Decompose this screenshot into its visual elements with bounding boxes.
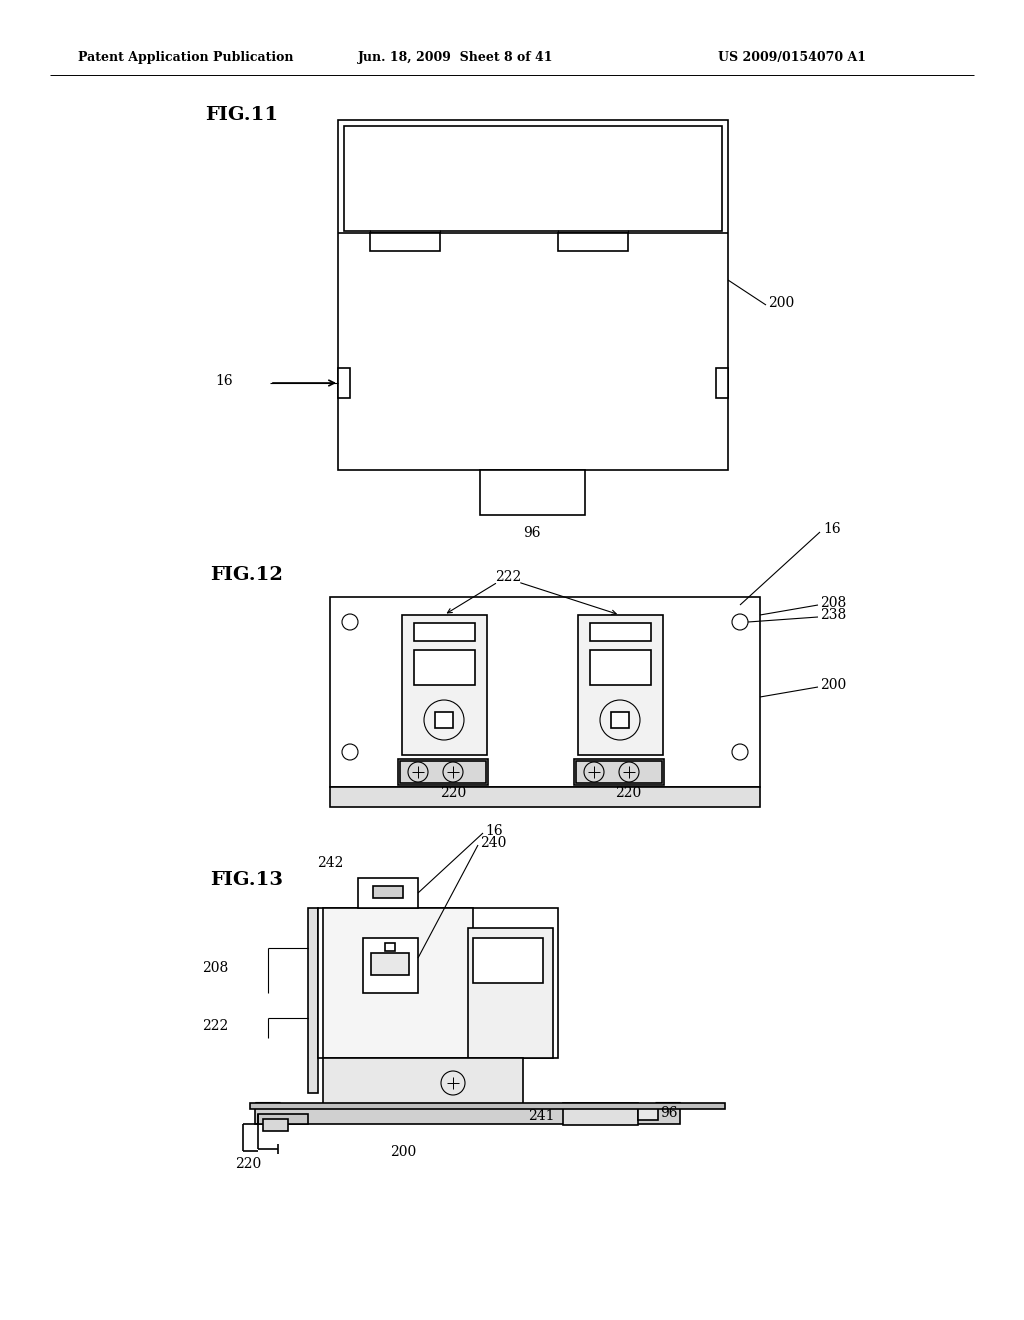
Text: US 2009/0154070 A1: US 2009/0154070 A1 — [718, 51, 866, 65]
Bar — [330, 787, 760, 807]
Bar — [323, 1059, 523, 1107]
Bar — [323, 908, 473, 1059]
Bar — [338, 368, 350, 399]
Bar — [398, 759, 488, 785]
Text: 200: 200 — [768, 296, 795, 310]
Bar — [250, 1104, 725, 1109]
Bar — [308, 908, 318, 1093]
Text: 240: 240 — [480, 836, 507, 850]
Bar — [473, 939, 543, 983]
Bar — [611, 711, 629, 729]
Bar — [435, 711, 453, 729]
Bar — [255, 1107, 680, 1125]
Text: 200: 200 — [820, 678, 846, 692]
Bar — [414, 649, 475, 685]
Bar — [370, 234, 440, 251]
Text: 220: 220 — [615, 785, 641, 800]
Text: 242: 242 — [316, 855, 343, 870]
Bar — [716, 368, 728, 399]
Bar — [338, 120, 728, 470]
Text: 238: 238 — [820, 609, 846, 622]
Bar — [638, 1107, 658, 1119]
Bar — [563, 1104, 638, 1125]
Text: FIG.11: FIG.11 — [205, 106, 279, 124]
Text: 220: 220 — [440, 785, 466, 800]
Bar — [590, 623, 651, 642]
Text: 220: 220 — [234, 1158, 261, 1171]
Bar — [344, 125, 722, 231]
Text: FIG.12: FIG.12 — [210, 566, 283, 583]
Text: 208: 208 — [820, 597, 846, 610]
Bar — [590, 649, 651, 685]
Text: 200: 200 — [390, 1144, 416, 1159]
Bar — [358, 878, 418, 908]
Bar — [402, 615, 487, 755]
Text: 16: 16 — [823, 521, 841, 536]
Bar — [400, 762, 486, 783]
Bar — [385, 942, 395, 950]
Bar — [362, 939, 418, 993]
Text: 16: 16 — [485, 824, 503, 838]
Text: Patent Application Publication: Patent Application Publication — [78, 51, 294, 65]
Text: 222: 222 — [495, 570, 521, 583]
Bar — [330, 597, 760, 787]
Text: 241: 241 — [528, 1109, 555, 1123]
Bar — [480, 470, 585, 515]
Bar — [574, 759, 664, 785]
Bar — [373, 886, 403, 898]
Bar — [258, 1114, 308, 1125]
Bar — [263, 1119, 288, 1131]
Bar — [468, 928, 553, 1059]
Text: Jun. 18, 2009  Sheet 8 of 41: Jun. 18, 2009 Sheet 8 of 41 — [358, 51, 554, 65]
Bar — [318, 908, 558, 1059]
Bar — [371, 953, 409, 975]
Bar — [578, 615, 663, 755]
Bar — [575, 762, 662, 783]
Text: 16: 16 — [215, 374, 233, 388]
Bar — [414, 623, 475, 642]
Bar — [558, 234, 628, 251]
Text: 96: 96 — [523, 525, 541, 540]
Text: FIG.13: FIG.13 — [210, 871, 283, 888]
Text: 222: 222 — [202, 1019, 228, 1034]
Text: 208: 208 — [202, 961, 228, 975]
Text: 96: 96 — [660, 1106, 678, 1119]
